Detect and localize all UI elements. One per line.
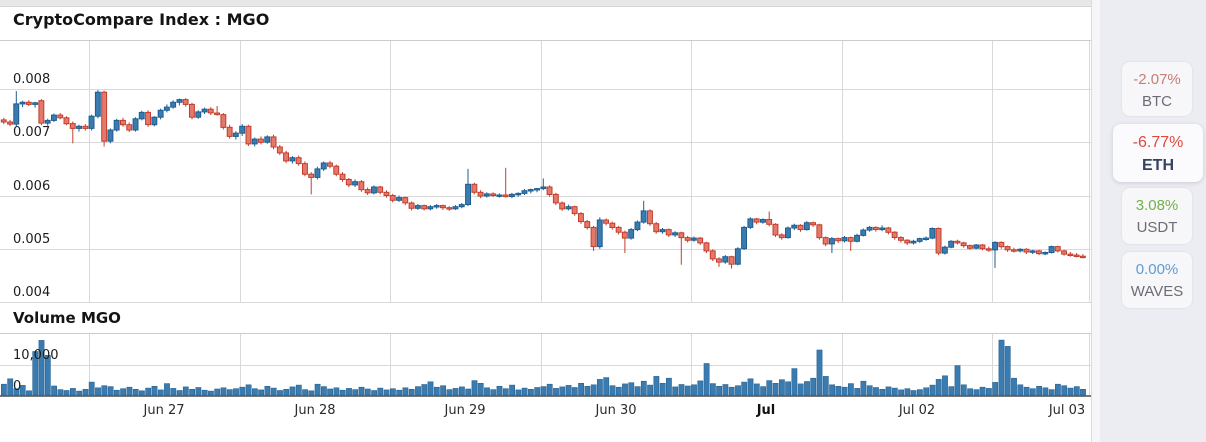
pair-symbol: BTC <box>1142 93 1172 110</box>
sidebar-pair-btc[interactable]: -2.07% BTC <box>1122 62 1192 116</box>
price-axis-tick: 0.008 <box>13 72 51 87</box>
pair-sidebar: -2.07% BTC -6.77% ETH 3.08% USDT 0.00% W… <box>1100 0 1206 442</box>
price-axis-tick: 0.007 <box>13 125 51 140</box>
candles <box>0 90 1086 269</box>
pair-symbol: USDT <box>1136 219 1178 236</box>
volume-axis-tick: 0 <box>13 379 22 394</box>
date-axis-tick: Jun 27 <box>143 403 185 418</box>
price-axis-tick: 0.006 <box>13 179 51 194</box>
date-axis-tick: Jul 03 <box>1048 403 1086 418</box>
sidebar-pair-usdt[interactable]: 3.08% USDT <box>1122 188 1192 244</box>
date-axis-tick: Jul 02 <box>898 403 936 418</box>
chart-area: CryptoCompare Index : MGO 0.008 0.007 0.00… <box>0 0 1092 442</box>
sidebar-pair-waves[interactable]: 0.00% WAVES <box>1122 252 1192 308</box>
sidebar-pair-eth[interactable]: -6.77% ETH <box>1113 124 1203 182</box>
date-axis-tick: Jun 30 <box>595 403 637 418</box>
price-axis-tick: 0.005 <box>13 232 51 247</box>
volume-chart-title: Volume MGO <box>13 309 121 327</box>
scroll-gap <box>1092 0 1100 442</box>
pair-change: 0.00% <box>1135 261 1179 278</box>
volume-axis-tick: 10,000 <box>13 348 59 363</box>
date-axis-tick: Jun 29 <box>444 403 486 418</box>
price-chart-title: CryptoCompare Index : MGO <box>13 10 270 29</box>
top-strip <box>0 0 1091 7</box>
pair-symbol: ETH <box>1142 157 1174 174</box>
date-axis-tick: Jun 28 <box>294 403 336 418</box>
pair-change: -6.77% <box>1132 134 1184 151</box>
volume-bars <box>0 339 1086 396</box>
pair-change: 3.08% <box>1135 197 1179 214</box>
pair-symbol: WAVES <box>1130 283 1184 300</box>
candlestick-and-volume-canvas[interactable] <box>0 0 1091 442</box>
date-axis-tick: Jul <box>756 403 776 418</box>
pair-change: -2.07% <box>1133 71 1181 88</box>
price-axis-tick: 0.004 <box>13 285 51 300</box>
